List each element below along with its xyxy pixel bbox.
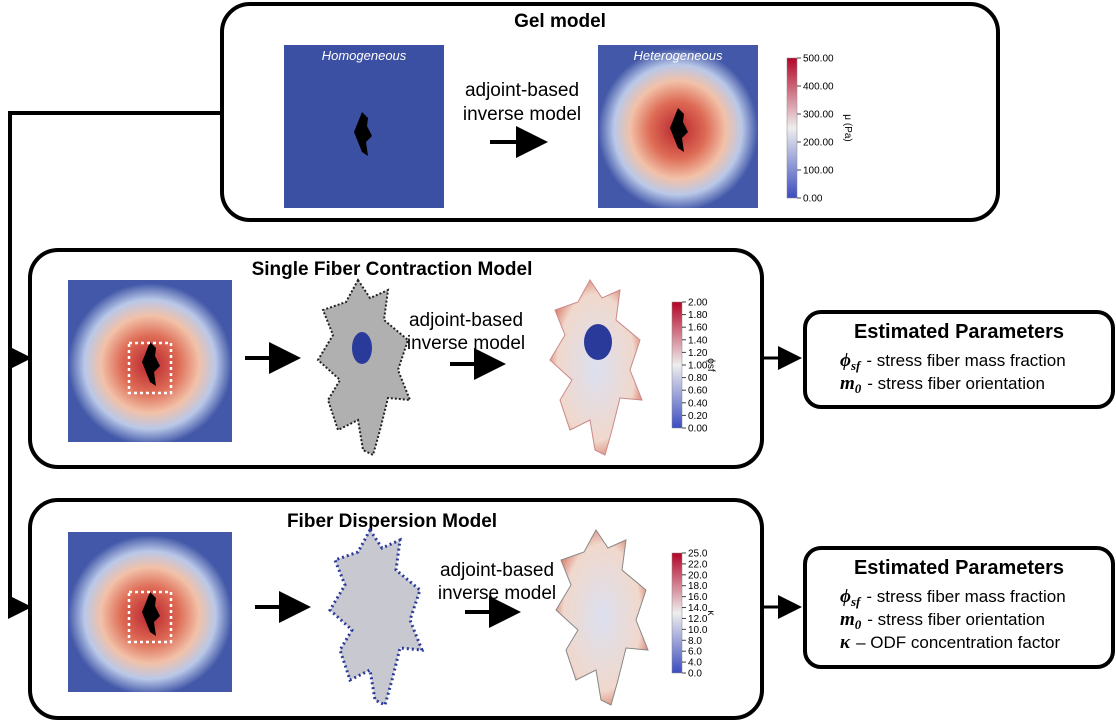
colorbar-label: ϕsf [705, 358, 716, 372]
method-label: inverse model [407, 333, 525, 354]
colorbar-tick-label: 0.0 [688, 669, 702, 680]
colorbar-tick-label: 20.0 [688, 570, 708, 581]
colorbar-tick-label: 8.0 [688, 636, 702, 647]
colorbar-tick-label: 2.00 [688, 298, 708, 309]
method-label: adjoint-based [409, 310, 523, 331]
subscript: sf [850, 358, 862, 373]
description: - stress fiber mass fraction [866, 351, 1065, 370]
colorbar-tick-label: 0.20 [688, 411, 708, 422]
colorbar-tick-label: 12.0 [688, 614, 708, 625]
method-label: adjoint-based [465, 80, 579, 101]
colorbar-tick-label: 25.0 [688, 549, 708, 560]
colorbar-label: μ (Pa) [842, 114, 853, 141]
colorbar-tick-label: 0.00 [803, 194, 823, 205]
colorbar-scale [787, 58, 797, 198]
colorbar-tick-label: 1.80 [688, 310, 708, 321]
method-label: inverse model [463, 104, 581, 125]
colorbar-tick-label: 10.0 [688, 625, 708, 636]
colorbar-tick-label: 16.0 [688, 592, 708, 603]
description: - stress fiber orientation [867, 610, 1045, 629]
parameter: ϕsf - stress fiber mass fraction [840, 586, 1066, 609]
colorbar-tick-label: 100.00 [803, 166, 834, 177]
output-title: Estimated Parameters [854, 557, 1064, 579]
colorbar-tick-label: 22.0 [688, 559, 708, 570]
nucleus [584, 324, 612, 360]
box-title: Fiber Dispersion Model [287, 511, 497, 532]
colorbar-tick-label: 0.80 [688, 373, 708, 384]
image-label: Homogeneous [322, 48, 407, 63]
colorbar-tick-label: 1.20 [688, 348, 708, 359]
symbol: m [840, 373, 855, 394]
image-label: Heterogeneous [634, 48, 723, 63]
method-label: adjoint-based [440, 560, 554, 581]
parameter: m0 - stress fiber orientation [840, 373, 1045, 396]
colorbar-tick-label: 0.60 [688, 386, 708, 397]
colorbar-tick-label: 18.0 [688, 581, 708, 592]
colorbar-tick-label: 1.00 [688, 361, 708, 372]
subscript: 0 [855, 617, 862, 632]
symbol: ϕ [840, 350, 851, 371]
colorbar-tick-label: 400.00 [803, 82, 834, 93]
parameter: m0 - stress fiber orientation [840, 609, 1045, 632]
colorbar-tick-label: 300.00 [803, 110, 834, 121]
parameter: κ – ODF concentration factor [840, 632, 1061, 653]
colorbar-tick-label: 500.00 [803, 54, 834, 65]
description: - stress fiber mass fraction [866, 587, 1065, 606]
colorbar-tick-label: 200.00 [803, 138, 834, 149]
output-title: Estimated Parameters [854, 321, 1064, 343]
subscript: 0 [855, 381, 862, 396]
colorbar-tick-label: 14.0 [688, 603, 708, 614]
description: - stress fiber orientation [867, 374, 1045, 393]
description: – ODF concentration factor [856, 633, 1060, 652]
colorbar-tick-label: 6.0 [688, 647, 702, 658]
symbol: ϕ [840, 586, 851, 607]
diagram: Gel model Homogeneous adjoint-based inve… [0, 0, 1116, 722]
colorbar-scale [672, 302, 682, 428]
colorbar-scale [672, 553, 682, 673]
colorbar-tick-label: 4.0 [688, 658, 702, 669]
box-title: Gel model [514, 11, 606, 32]
colorbar-tick-label: 1.40 [688, 335, 708, 346]
colorbar-tick-label: 1.60 [688, 323, 708, 334]
colorbar-tick-label: 0.40 [688, 398, 708, 409]
nucleus [352, 332, 372, 364]
symbol: m [840, 609, 855, 630]
parameter: ϕsf - stress fiber mass fraction [840, 350, 1066, 373]
subscript: sf [850, 594, 862, 609]
symbol: κ [840, 632, 851, 653]
colorbar-tick-label: 0.00 [688, 424, 708, 435]
box-title: Single Fiber Contraction Model [252, 259, 533, 280]
method-label: inverse model [438, 583, 556, 604]
